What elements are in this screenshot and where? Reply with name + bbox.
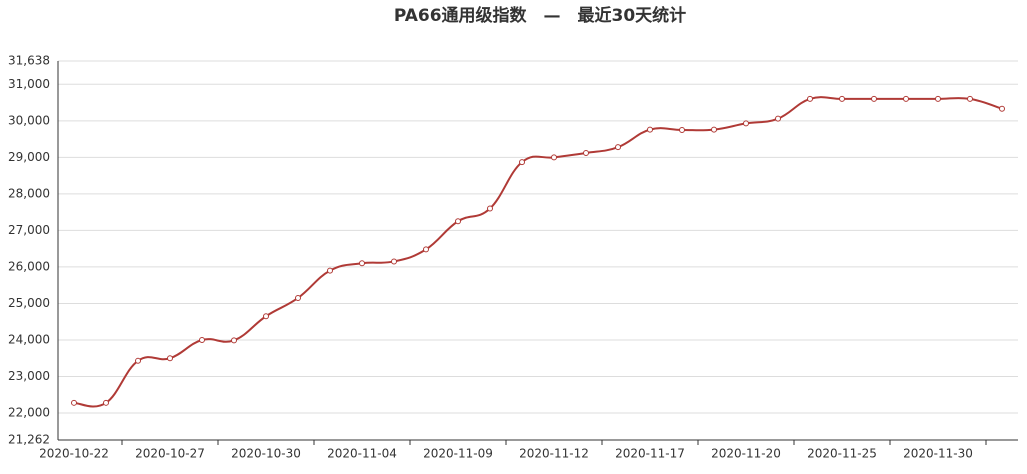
point xyxy=(839,95,845,102)
point xyxy=(199,336,205,343)
y-tick-label: 31,000 xyxy=(8,77,50,91)
point xyxy=(487,205,493,212)
point xyxy=(711,126,717,133)
x-tick-label: 2020-11-09 xyxy=(423,447,493,461)
point xyxy=(807,95,813,102)
point xyxy=(327,267,333,274)
x-tick-label: 2020-11-20 xyxy=(711,447,781,461)
point xyxy=(263,313,269,320)
x-tick-label: 2020-10-27 xyxy=(135,447,205,461)
x-tick-label: 2020-11-04 xyxy=(327,447,397,461)
point xyxy=(615,144,621,151)
x-tick-label: 2020-10-30 xyxy=(231,447,301,461)
point xyxy=(295,294,301,301)
point xyxy=(551,154,557,161)
x-tick-label: 2020-10-22 xyxy=(39,447,109,461)
point xyxy=(231,337,237,344)
x-tick-label: 2020-11-30 xyxy=(903,447,973,461)
y-tick-label: 21,262 xyxy=(8,433,50,447)
x-tick-label: 2020-11-12 xyxy=(519,447,589,461)
y-tick-label: 24,000 xyxy=(8,332,50,346)
point xyxy=(519,159,525,166)
y-tick-label: 30,000 xyxy=(8,113,50,127)
point xyxy=(135,357,141,364)
point xyxy=(359,260,365,267)
y-tick-label: 22,000 xyxy=(8,406,50,420)
point xyxy=(391,258,397,265)
point xyxy=(999,105,1005,112)
point xyxy=(871,95,877,102)
point xyxy=(967,95,973,102)
y-tick-label: 23,000 xyxy=(8,369,50,383)
point xyxy=(743,120,749,127)
point xyxy=(679,126,685,133)
point xyxy=(583,149,589,156)
point xyxy=(775,115,781,122)
line xyxy=(73,96,1003,408)
y-tick-label: 28,000 xyxy=(8,186,50,200)
y-tick-label: 29,000 xyxy=(8,150,50,164)
point xyxy=(167,355,173,362)
point xyxy=(71,399,77,406)
point xyxy=(935,95,941,102)
chart-title: PA66通用级指数 — 最近30天统计 xyxy=(394,5,686,26)
x-tick-label: 2020-11-25 xyxy=(807,447,877,461)
point xyxy=(903,95,909,102)
y-tick-label: 26,000 xyxy=(8,259,50,273)
y-tick-label: 25,000 xyxy=(8,296,50,310)
point xyxy=(423,246,429,253)
point xyxy=(455,218,461,225)
y-tick-label: 31,638 xyxy=(8,54,50,68)
x-tick-label: 2020-11-17 xyxy=(615,447,685,461)
point xyxy=(103,399,109,406)
point xyxy=(647,126,653,133)
y-tick-label: 27,000 xyxy=(8,223,50,237)
